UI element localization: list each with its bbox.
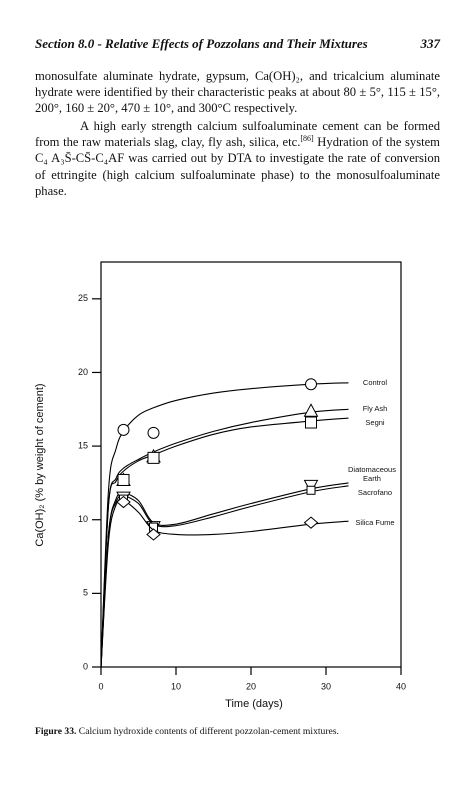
y-tick-label: 25 bbox=[78, 293, 88, 303]
caption-label: Figure 33. bbox=[35, 726, 77, 737]
series-label: Fly Ash bbox=[362, 404, 388, 413]
series-label: Sacrofano bbox=[357, 488, 393, 497]
x-tick-label: 10 bbox=[171, 681, 181, 691]
header-title: Section 8.0 - Relative Effects of Pozzol… bbox=[35, 36, 368, 51]
marker bbox=[306, 485, 316, 495]
curve bbox=[100, 408, 349, 668]
curve bbox=[100, 417, 349, 668]
marker bbox=[147, 451, 160, 464]
marker bbox=[305, 378, 317, 391]
marker bbox=[305, 416, 317, 429]
x-tick-label: 0 bbox=[98, 681, 103, 691]
series-label-box: Fly Ash bbox=[362, 404, 388, 413]
header: Section 8.0 - Relative Effects of Pozzol… bbox=[35, 36, 440, 52]
text: Hydration of the system C₄ A₃S̄-CS̄-C₄AF… bbox=[35, 135, 440, 198]
series-label: Segni bbox=[365, 418, 385, 427]
citation: [86] bbox=[300, 134, 314, 144]
marker bbox=[303, 516, 319, 529]
caption-text: Calcium hydroxide contents of different … bbox=[76, 726, 339, 737]
y-tick-label: 20 bbox=[78, 367, 88, 377]
series-label-box: Silica Fume bbox=[355, 518, 395, 527]
y-tick-label: 0 bbox=[83, 661, 88, 671]
x-tick-label: 30 bbox=[321, 681, 331, 691]
series-label-box: Control bbox=[362, 378, 388, 387]
marker bbox=[303, 403, 319, 417]
curve bbox=[100, 382, 349, 668]
y-tick-label: 15 bbox=[78, 440, 88, 450]
y-tick-label: 5 bbox=[83, 588, 88, 598]
series-label: Control bbox=[362, 378, 388, 387]
curve bbox=[100, 482, 349, 668]
curve bbox=[100, 485, 349, 668]
series-label-box: Segni bbox=[365, 418, 385, 427]
y-axis-label: Ca(OH)₂ (% by weight of cement) bbox=[34, 383, 46, 546]
marker bbox=[116, 495, 131, 509]
marker bbox=[117, 473, 130, 486]
page-number: 337 bbox=[420, 36, 441, 51]
x-tick-label: 40 bbox=[396, 681, 406, 691]
marker bbox=[117, 423, 130, 436]
series-label-box: Sacrofano bbox=[357, 488, 393, 497]
x-axis-label: Time (days) bbox=[225, 698, 283, 710]
text: A high early strength calcium sulfoalumi… bbox=[35, 119, 440, 150]
y-tick-label: 10 bbox=[78, 514, 88, 524]
caption: Figure 33. Calcium hydroxide contents of… bbox=[35, 726, 440, 737]
text: monosulfate aluminate hydrate, gypsum, C… bbox=[35, 69, 440, 116]
curve bbox=[100, 499, 349, 668]
paragraph: monosulfate aluminate hydrate, gypsum, C… bbox=[35, 68, 440, 117]
series-label-box: Diatomaceous Earth bbox=[348, 465, 396, 483]
marker bbox=[146, 528, 161, 541]
paragraph: A high early strength calcium sulfoalumi… bbox=[35, 118, 440, 199]
series-label: Diatomaceous Earth bbox=[348, 465, 396, 483]
x-tick-label: 20 bbox=[246, 681, 256, 691]
marker bbox=[147, 426, 160, 439]
series-label: Silica Fume bbox=[355, 518, 395, 527]
